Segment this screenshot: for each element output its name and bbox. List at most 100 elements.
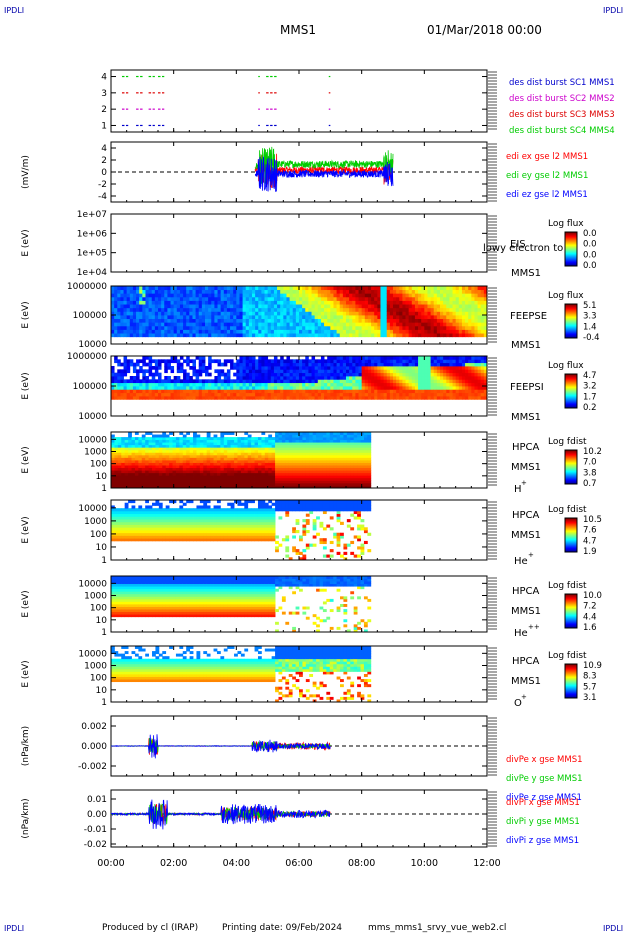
heatmap-cell — [247, 465, 252, 469]
heatmap-cell — [192, 289, 196, 294]
heatmap-cell — [324, 315, 328, 320]
heatmap-cell — [139, 325, 143, 330]
heatmap-cell — [148, 379, 153, 384]
heatmap-cell — [480, 333, 485, 338]
heatmap-cell — [317, 379, 322, 384]
heatmap-cell — [158, 359, 162, 364]
heatmap-cell — [120, 286, 124, 291]
heatmap-cell — [117, 318, 121, 323]
heatmap-cell — [242, 359, 247, 364]
heatmap-cell — [361, 386, 366, 390]
colorbar-cell — [565, 313, 577, 315]
heatmap-cell — [173, 300, 178, 305]
heatmap-cell — [292, 447, 296, 451]
heatmap-cell — [182, 470, 187, 474]
heatmap-cell — [195, 322, 200, 327]
heatmap-cell — [308, 369, 312, 374]
heatmap-cell — [421, 296, 425, 301]
heatmap-cell — [465, 396, 469, 400]
heatmap-cell — [421, 362, 425, 367]
heatmap-cell — [155, 439, 160, 443]
heatmap-cell — [123, 389, 128, 394]
heatmap-cell — [176, 396, 181, 400]
heatmap-cell — [251, 467, 255, 471]
heatmap-cell — [164, 286, 168, 291]
heatmap-cell — [333, 333, 337, 338]
heatmap-cell — [248, 293, 253, 298]
heatmap-cell — [195, 315, 200, 320]
heatmap-cell — [452, 379, 457, 384]
heatmap-cell — [449, 333, 453, 338]
heatmap-cell — [277, 376, 281, 380]
heatmap-cell — [220, 467, 225, 471]
heatmap-cell — [446, 311, 450, 316]
heatmap-cell — [280, 382, 284, 387]
heatmap-cell — [355, 315, 359, 320]
heatmap-cell — [223, 315, 228, 320]
heatmap-cell — [179, 457, 184, 461]
heatmap-cell — [226, 300, 231, 305]
heatmap-cell — [299, 379, 303, 384]
heatmap-cell — [421, 322, 425, 327]
heatmap-cell — [271, 467, 276, 471]
heatmap-cell — [206, 462, 211, 466]
heatmap-cell — [195, 333, 200, 338]
heatmap-cell — [295, 359, 300, 364]
heatmap-cell — [251, 485, 255, 489]
heatmap-cell — [226, 372, 231, 377]
heatmap-cell — [173, 307, 178, 312]
heatmap-cell — [261, 386, 265, 390]
heatmap-cell — [220, 296, 225, 301]
heatmap-cell — [320, 296, 325, 301]
heatmap-cell — [198, 315, 203, 320]
heatmap-cell — [176, 315, 181, 320]
heatmap-cell — [449, 396, 453, 400]
heatmap-cell — [176, 311, 181, 316]
heatmap-cell — [247, 447, 252, 451]
heatmap-cell — [167, 359, 171, 364]
heatmap-cell — [210, 457, 214, 461]
heatmap-cell — [217, 304, 222, 309]
heatmap-cell — [129, 286, 134, 291]
heatmap-cell — [248, 307, 253, 312]
heatmap-cell — [371, 372, 375, 377]
heatmap-cell — [314, 307, 319, 312]
heatmap-cell — [468, 322, 472, 327]
heatmap-cell — [273, 296, 278, 301]
heatmap-cell — [446, 372, 450, 377]
heatmap-cell — [320, 382, 325, 387]
heatmap-cell — [396, 318, 400, 323]
heatmap-cell — [302, 379, 306, 384]
heatmap-cell — [295, 300, 300, 305]
heatmap-cell — [117, 376, 121, 380]
heatmap-cell — [170, 322, 175, 327]
heatmap-cell — [289, 359, 294, 364]
heatmap-cell — [233, 325, 237, 330]
heatmap-cell — [211, 389, 215, 394]
corner-label-top-left: IPDLI — [4, 6, 24, 15]
heatmap-cell — [139, 386, 143, 390]
heatmap-cell — [424, 286, 428, 291]
heatmap-cell — [148, 477, 153, 481]
heatmap-cell — [175, 437, 180, 441]
heatmap-cell — [275, 437, 279, 441]
heatmap-cell — [120, 392, 124, 397]
heatmap-cell — [327, 293, 331, 298]
heatmap-cell — [342, 366, 347, 370]
heatmap-cell — [367, 304, 372, 309]
heatmap-cell — [255, 286, 259, 291]
heatmap-cell — [309, 470, 314, 474]
heatmap-cell — [261, 460, 266, 463]
heatmap-cell — [161, 382, 165, 387]
heatmap-cell — [273, 300, 278, 305]
heatmap-cell — [165, 452, 170, 456]
heatmap-cell — [408, 300, 413, 305]
heatmap-cell — [152, 454, 156, 458]
heatmap-cell — [240, 475, 245, 479]
heatmap-cell — [278, 444, 283, 448]
heatmap-cell — [330, 329, 334, 334]
heatmap-cell — [468, 329, 472, 334]
heatmap-cell — [339, 311, 344, 316]
heatmap-cell — [309, 480, 314, 484]
heatmap-cell — [176, 392, 181, 397]
